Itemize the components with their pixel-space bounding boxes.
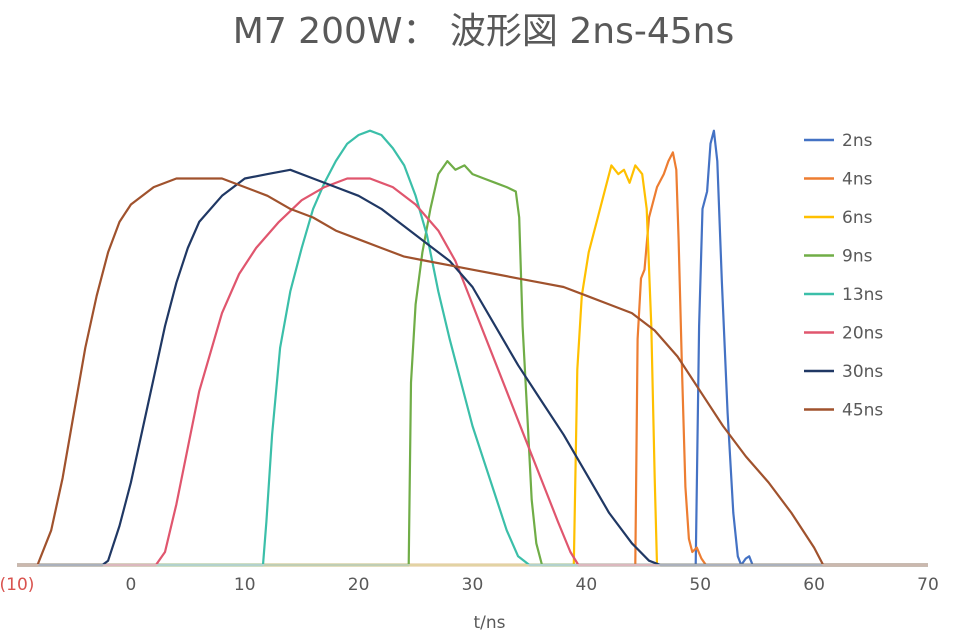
legend-item-13ns: 13ns — [804, 285, 883, 305]
series-line-6ns — [17, 164, 928, 567]
x-tick-label: (10) — [0, 575, 34, 595]
legend-item-4ns: 4ns — [804, 170, 873, 190]
chart-title: M7 200W： 波形図 2ns-45ns — [232, 11, 735, 52]
series-line-45ns — [17, 177, 928, 567]
x-tick-label: 40 — [576, 575, 598, 595]
legend-item-20ns: 20ns — [804, 324, 883, 344]
legend-label: 13ns — [842, 285, 883, 305]
legend-label: 30ns — [842, 362, 883, 382]
x-tick-label: 10 — [234, 575, 256, 595]
legend-item-2ns: 2ns — [804, 131, 873, 151]
legend-label: 9ns — [842, 247, 873, 267]
x-tick-label: 30 — [462, 575, 484, 595]
series-layer — [17, 129, 928, 567]
series-line-4ns — [17, 151, 928, 567]
x-axis-label: t/ns — [473, 613, 505, 633]
legend-label: 45ns — [842, 401, 883, 421]
legend-label: 2ns — [842, 131, 873, 151]
series-line-20ns — [17, 177, 928, 567]
series-line-30ns — [17, 168, 928, 567]
series-line-9ns — [17, 160, 928, 567]
x-tick-layer: (10) 0 10 20 30 40 50 60 70 — [0, 575, 939, 595]
x-tick-label: 70 — [917, 575, 939, 595]
x-tick-label: 60 — [803, 575, 825, 595]
legend-item-45ns: 45ns — [804, 401, 883, 421]
x-tick-label: 20 — [348, 575, 370, 595]
series-line-2ns — [17, 129, 928, 567]
legend-item-6ns: 6ns — [804, 208, 873, 228]
legend-label: 6ns — [842, 208, 873, 228]
x-tick-label: 50 — [689, 575, 711, 595]
legend: 2ns 4ns 6ns 9ns 13ns 20ns 30ns 45ns — [804, 131, 883, 421]
legend-label: 20ns — [842, 324, 883, 344]
series-line-13ns — [17, 129, 928, 567]
legend-item-30ns: 30ns — [804, 362, 883, 382]
legend-item-9ns: 9ns — [804, 247, 873, 267]
x-tick-label: 0 — [125, 575, 136, 595]
legend-label: 4ns — [842, 170, 873, 190]
